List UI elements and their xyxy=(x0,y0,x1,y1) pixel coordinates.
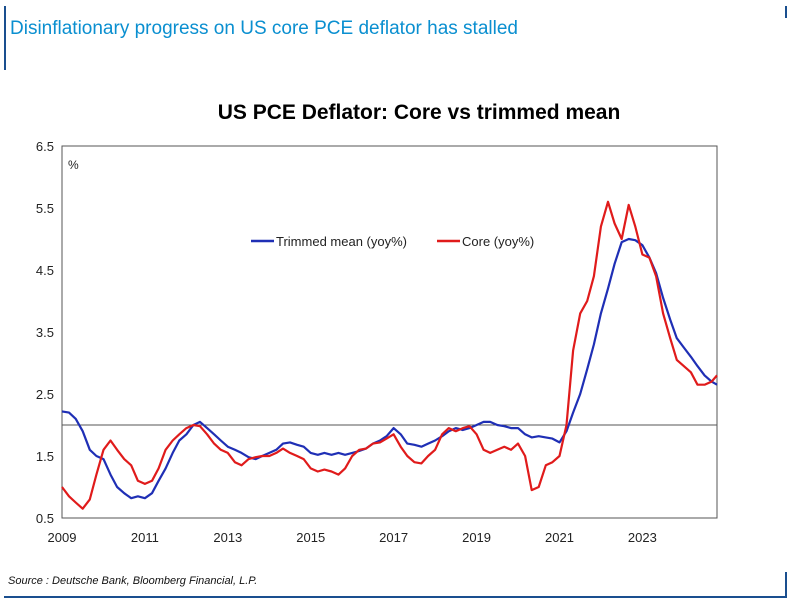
y-tick-label: 6.5 xyxy=(36,139,54,154)
legend-label-core: Core (yoy%) xyxy=(462,234,534,249)
chart-title: US PCE Deflator: Core vs trimmed mean xyxy=(218,101,621,124)
y-tick-label: 3.5 xyxy=(36,325,54,340)
series-line-core xyxy=(61,200,718,510)
y-tick-label: 5.5 xyxy=(36,201,54,216)
footer-rule xyxy=(4,596,787,598)
y-tick-label: 0.5 xyxy=(36,511,54,526)
legend-label-trimmed-mean: Trimmed mean (yoy%) xyxy=(276,234,407,249)
y-axis-unit-label: % xyxy=(68,158,79,172)
source-note: Source : Deutsche Bank, Bloomberg Financ… xyxy=(8,575,258,587)
x-tick-label: 2023 xyxy=(628,530,657,545)
x-tick-label: 2015 xyxy=(296,530,325,545)
x-tick-label: 2011 xyxy=(131,530,159,545)
y-tick-label: 1.5 xyxy=(36,449,54,464)
x-axis-ticks: 2009 2011 2013 2015 2017 2019 2021 2023 xyxy=(48,530,657,545)
series-line-trimmed-mean xyxy=(61,237,718,500)
legend: Trimmed mean (yoy%) Core (yoy%) xyxy=(251,234,534,249)
title-accent-bar xyxy=(4,6,6,70)
plot-frame xyxy=(61,145,718,519)
x-tick-label: 2017 xyxy=(379,530,408,545)
slide-title: Disinflationary progress on US core PCE … xyxy=(10,18,518,39)
x-tick-label: 2013 xyxy=(213,530,242,545)
x-tick-label: 2009 xyxy=(48,530,77,545)
y-axis-ticks: 0.5 1.5 2.5 3.5 4.5 5.5 6.5 xyxy=(36,139,54,526)
x-tick-label: 2021 xyxy=(545,530,574,545)
footer-accent-bar-right xyxy=(785,572,787,598)
y-tick-label: 2.5 xyxy=(36,387,54,402)
title-accent-bar-right xyxy=(785,6,787,18)
x-tick-label: 2019 xyxy=(462,530,491,545)
y-tick-label: 4.5 xyxy=(36,263,54,278)
